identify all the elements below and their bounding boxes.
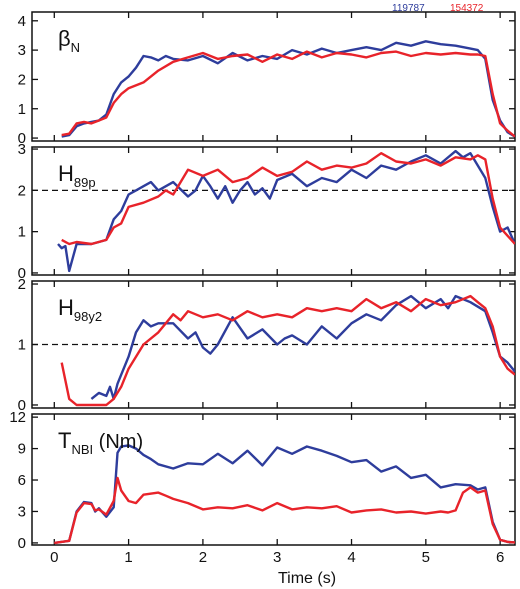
panel-series [57,149,515,273]
panel-series [60,294,515,407]
panel-1: 0 1 2 3 4 βN [18,11,516,147]
panel-label-sub: NBI [71,442,93,457]
panel-label-main: H [58,295,74,320]
y-tick-label: 6 [18,472,26,489]
x-axis: Time (s) 0 1 2 3 4 5 6 [50,549,504,587]
panel-4: 0 3 6 9 12 TNBI (Nm) [9,409,516,552]
x-tick-label: 4 [347,549,355,566]
series-154372 [61,151,515,246]
y-tick-label: 2 [18,182,26,199]
panel-series [54,444,515,545]
y-tick-label: 4 [18,13,26,30]
y-tick-label: 2 [18,276,26,293]
panel-frame [31,146,516,276]
y-tick-label: 0 [18,397,26,414]
x-tick-label: 0 [50,549,58,566]
y-tick-label: 0 [18,535,26,552]
panel-label-sub: 98y2 [74,309,102,324]
panel-label-unit: (Nm) [93,431,143,453]
panel-series [61,40,515,138]
x-tick-label: 1 [124,549,132,566]
panel-label-sub: 89p [74,175,96,190]
x-tick-label: 5 [422,549,430,566]
legend: 119787 154372 [392,3,484,14]
panel-frame [31,11,516,142]
y-tick-label: 2 [18,71,26,88]
legend-entry-119787: 119787 [392,3,425,14]
y-tick-label: 0 [18,130,26,147]
panel-3: 0 1 2 H98y2 [18,276,516,414]
series-154372 [54,476,515,545]
series-154372 [60,294,515,407]
panel-label: H89p [58,161,96,190]
panel-2: 0 1 2 3 H89p [18,141,516,282]
series-119787 [54,444,515,545]
x-axis-label: Time (s) [278,570,336,587]
panel-label: H98y2 [58,295,102,324]
panel-label-sub: N [71,40,80,55]
panel-label: βN [58,26,80,55]
series-154372 [61,50,515,138]
y-tick-label: 12 [9,409,26,426]
series-119787 [57,149,515,273]
y-tick-label: 1 [18,337,26,354]
panel-label-main: T [58,428,71,453]
panel-label: TNBI (Nm) [58,428,143,457]
panel-label-main: H [58,161,74,186]
x-tick-label: 2 [199,549,207,566]
x-tick-label: 3 [273,549,281,566]
legend-entry-154372: 154372 [450,3,484,14]
y-tick-label: 0 [18,265,26,282]
y-tick-label: 1 [18,101,26,118]
y-tick-label: 3 [18,503,26,520]
panel-label-main: β [58,26,71,51]
x-tick-label: 6 [496,549,504,566]
series-119787 [90,294,515,401]
y-tick-label: 9 [18,441,26,458]
y-tick-label: 3 [18,42,26,59]
y-tick-label: 3 [18,141,26,158]
y-tick-label: 1 [18,224,26,241]
